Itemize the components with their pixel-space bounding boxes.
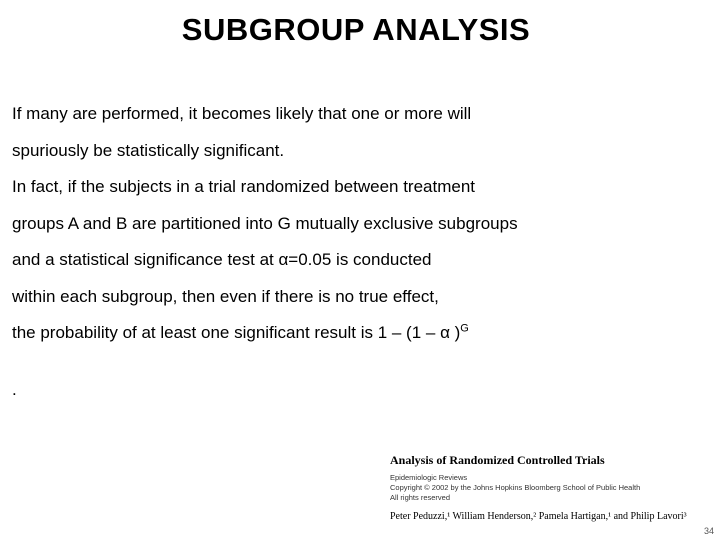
page-number: 34: [704, 526, 714, 536]
footer-meta-1: Epidemiologic Reviews: [390, 473, 700, 483]
body-line-5: and a statistical significance test at α…: [12, 242, 700, 279]
footer-meta-3: All rights reserved: [390, 493, 700, 503]
body-line-4: groups A and B are partitioned into G mu…: [12, 206, 700, 243]
footer-authors: Peter Peduzzi,¹ William Henderson,² Pame…: [390, 511, 700, 522]
footer-meta-2: Copyright © 2002 by the Johns Hopkins Bl…: [390, 483, 700, 493]
footer-title: Analysis of Randomized Controlled Trials: [390, 453, 700, 468]
body-line-2: spuriously be statistically significant.: [12, 133, 700, 170]
body-line-3: In fact, if the subjects in a trial rand…: [12, 169, 700, 206]
trailing-period: .: [12, 380, 700, 400]
footer-block: Analysis of Randomized Controlled Trials…: [390, 453, 700, 522]
body-text: If many are performed, it becomes likely…: [12, 96, 700, 352]
body-line-7-sup: G: [460, 323, 469, 335]
body-line-7: the probability of at least one signific…: [12, 315, 700, 352]
slide-title: SUBGROUP ANALYSIS: [12, 12, 700, 48]
body-line-6: within each subgroup, then even if there…: [12, 279, 700, 316]
body-line-1: If many are performed, it becomes likely…: [12, 96, 700, 133]
footer-meta: Epidemiologic Reviews Copyright © 2002 b…: [390, 473, 700, 503]
body-line-7a: the probability of at least one signific…: [12, 323, 460, 342]
